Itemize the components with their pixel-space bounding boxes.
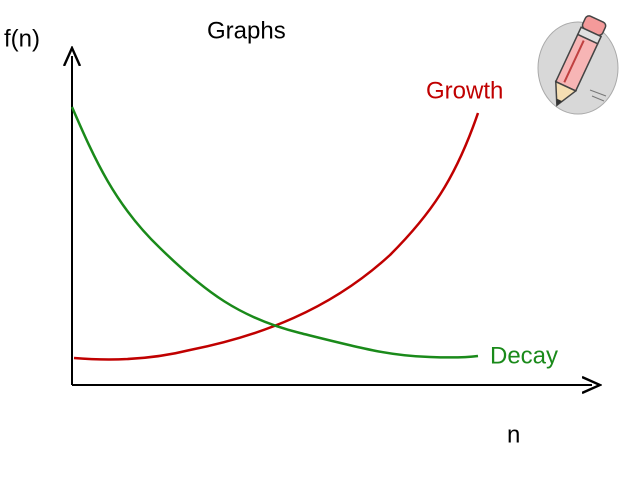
decay-curve xyxy=(70,106,479,359)
growth-curve xyxy=(73,112,480,361)
x-axis-label: n xyxy=(507,421,520,448)
y-axis-label: f(n) xyxy=(4,25,40,52)
growth-label: Growth xyxy=(426,77,503,104)
pencil-icon xyxy=(537,15,619,115)
title: Graphs xyxy=(207,17,286,44)
decay-label: Decay xyxy=(490,342,558,369)
